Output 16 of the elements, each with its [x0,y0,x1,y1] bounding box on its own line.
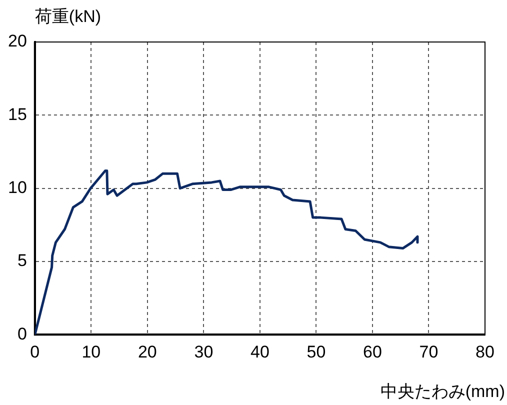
x-tick-label: 10 [82,342,101,362]
x-axis-title: 中央たわみ(mm) [380,382,505,402]
y-tick-label: 20 [8,32,27,51]
x-tick-label: 30 [194,342,214,362]
y-tick-label: 5 [17,251,27,270]
x-tick-label: 40 [250,342,270,362]
x-tick-label: 80 [476,342,494,362]
x-tick-label: 60 [363,342,382,362]
y-tick-label: 10 [8,178,27,197]
x-tick-label: 0 [30,342,40,362]
x-tick-label: 70 [419,342,438,362]
x-tick-label: 20 [138,342,157,362]
x-tick-label: 50 [306,342,326,362]
y-tick-label: 15 [8,104,27,124]
y-tick-label: 0 [17,324,27,344]
y-axis-title: 荷重(kN) [34,7,102,26]
